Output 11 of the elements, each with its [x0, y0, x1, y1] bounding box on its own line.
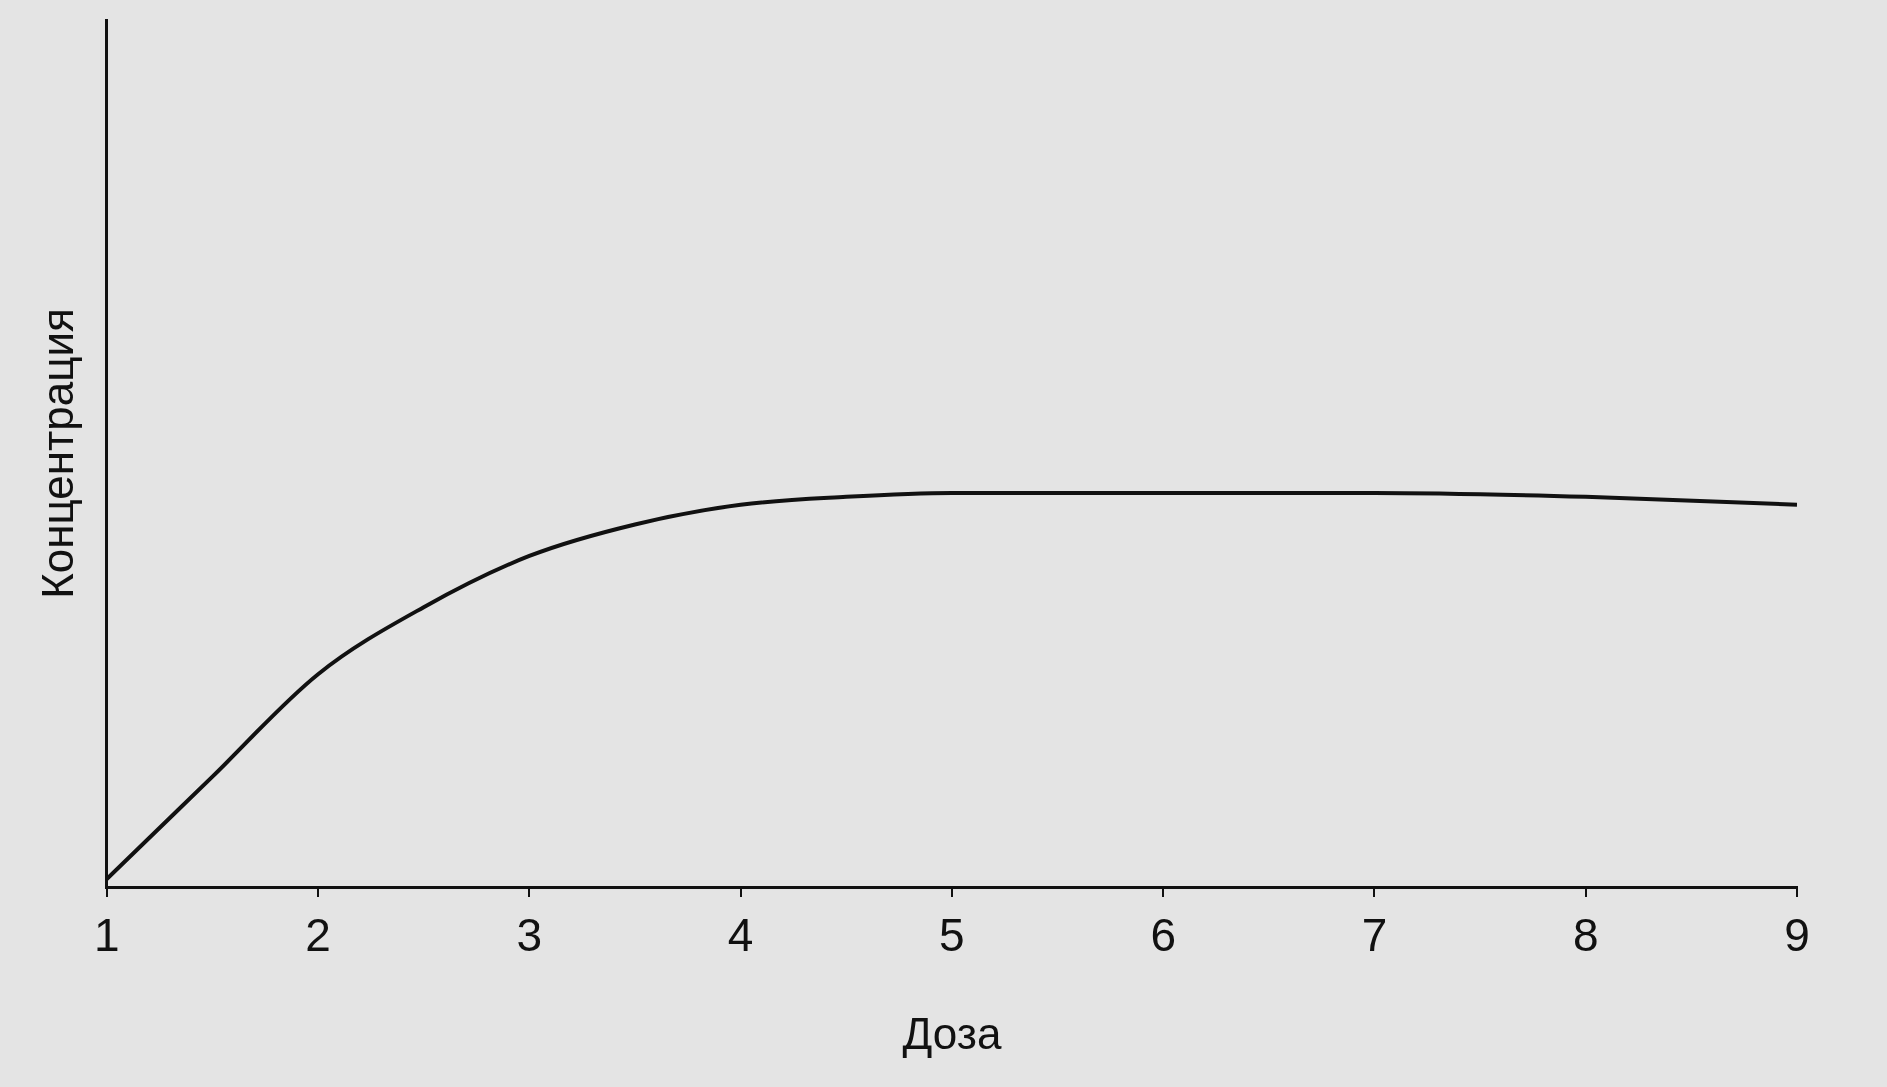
- x-tick-label: 4: [727, 909, 754, 962]
- x-axis-title: Доза: [902, 1008, 1002, 1058]
- x-tick-label: 7: [1361, 909, 1388, 962]
- x-tick-label: 9: [1784, 909, 1810, 962]
- y-axis-title: Концентрация: [32, 308, 82, 599]
- x-tick-label: 1: [94, 909, 120, 962]
- x-tick-label: 8: [1572, 909, 1599, 962]
- x-tick-label: 3: [516, 909, 543, 962]
- x-tick-label: 2: [305, 909, 331, 962]
- x-tick-label: 5: [939, 909, 965, 962]
- x-tick-label: 6: [1150, 909, 1176, 962]
